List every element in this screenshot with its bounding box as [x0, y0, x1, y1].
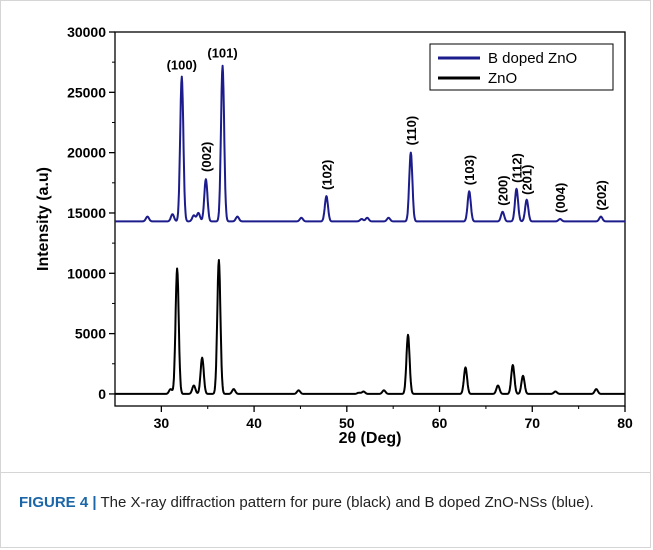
- legend-box: [429, 43, 614, 91]
- y-tick-label: 20000: [67, 145, 106, 161]
- y-tick-label: 0: [98, 386, 106, 402]
- caption-text: The X-ray diffraction pattern for pure (…: [100, 494, 594, 511]
- xrd-chart: 30 40 50 60 70 80 0 5000 10000 15000 20000 25000 300…: [35, 24, 633, 447]
- x-tick-label: 50: [339, 415, 355, 431]
- y-tick-label: 30000: [67, 24, 106, 40]
- series-line-zno: [114, 259, 626, 395]
- peak-label: (102): [319, 160, 334, 190]
- x-tick-label: 40: [246, 415, 262, 431]
- y-tick-label: 5000: [75, 326, 106, 342]
- peak-label: (100): [167, 57, 197, 72]
- x-tick-label: 80: [617, 415, 633, 431]
- peak-label: (002): [199, 142, 214, 172]
- peak-label: (004): [553, 183, 568, 213]
- caption-divider: [1, 472, 650, 473]
- y-tick-label: 25000: [67, 84, 106, 100]
- peak-label: (200): [496, 175, 511, 205]
- x-tick-label: 70: [524, 415, 540, 431]
- peak-label: (202): [594, 180, 609, 210]
- figure-caption: FIGURE 4 | The X-ray diffraction pattern…: [19, 493, 639, 513]
- peak-label: (112): [510, 153, 525, 183]
- plot-frame: [114, 31, 626, 407]
- x-tick-label: 30: [154, 415, 170, 431]
- x-axis-label: 2θ (Deg): [339, 430, 402, 447]
- y-axis-label: Intensity (a.u): [35, 167, 52, 271]
- caption-label: FIGURE 4: [19, 494, 89, 511]
- caption-separator: |: [92, 494, 97, 511]
- legend-label: ZnO: [488, 70, 517, 87]
- y-tick-label: 15000: [67, 205, 106, 221]
- series-line-b-doped-zno: [114, 64, 626, 223]
- y-tick-label: 10000: [67, 265, 106, 281]
- plot-area: 30 40 50 60 70 80 0 5000 10000 15000 20000 25000 300…: [35, 24, 633, 447]
- peak-label: (101): [207, 45, 237, 60]
- peak-label: (110): [404, 116, 419, 146]
- peak-label: (201): [520, 165, 535, 195]
- legend-label: B doped ZnO: [488, 50, 577, 67]
- x-tick-label: 60: [432, 415, 448, 431]
- peak-label: (103): [462, 155, 477, 185]
